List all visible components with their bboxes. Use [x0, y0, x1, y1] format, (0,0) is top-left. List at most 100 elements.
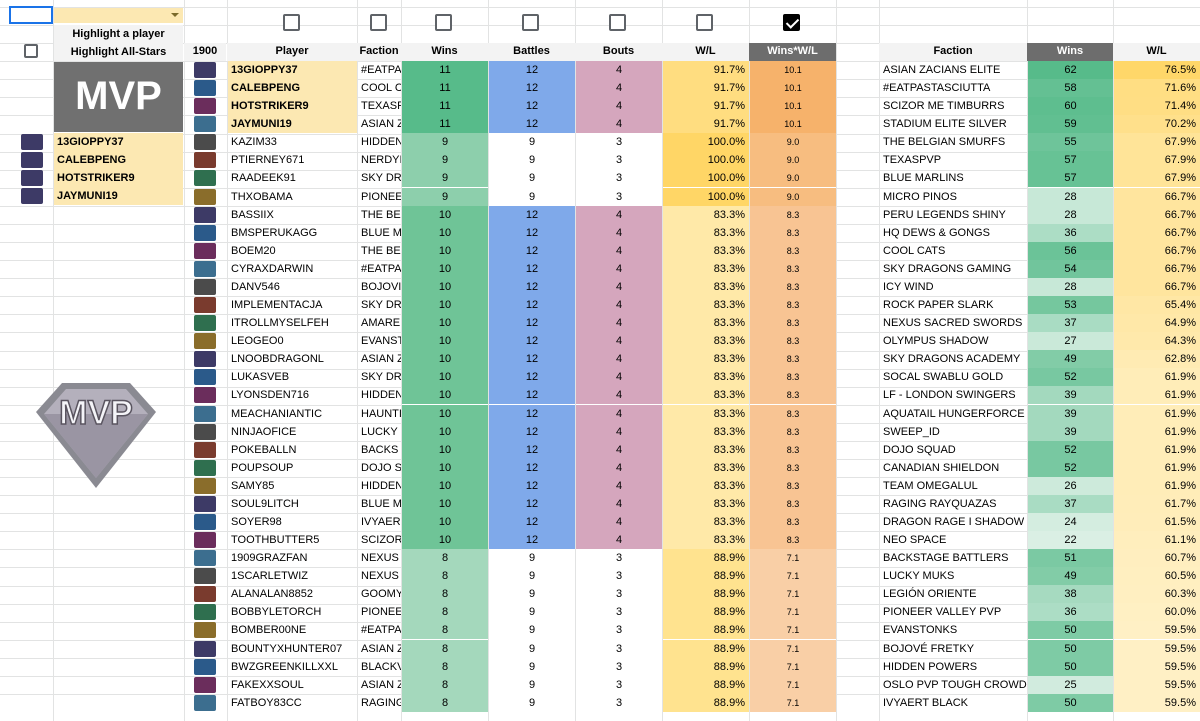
battles-cell[interactable]: 12	[489, 242, 575, 260]
wl-cell[interactable]: 91.7%	[663, 115, 749, 133]
wins-cell[interactable]: 10	[402, 260, 488, 278]
battles-cell[interactable]: 9	[489, 169, 575, 187]
bouts-cell[interactable]: 4	[576, 441, 662, 459]
player-name-cell[interactable]: POKEBALLN	[231, 444, 297, 456]
battles-cell[interactable]: 9	[489, 133, 575, 151]
faction-wl-cell[interactable]: 66.7%	[1114, 206, 1200, 224]
player-name-cell[interactable]: FAKEXXSOUL	[231, 679, 304, 691]
wins-wl-cell[interactable]: 7.1	[750, 621, 836, 639]
battles-cell[interactable]: 12	[489, 115, 575, 133]
faction-wl-cell[interactable]: 61.9%	[1114, 423, 1200, 441]
faction-cell[interactable]: IVYAER	[361, 516, 401, 528]
bouts-cell[interactable]: 4	[576, 79, 662, 97]
wins-wl-cell[interactable]: 10.1	[750, 97, 836, 115]
faction-cell[interactable]: DOJO S	[361, 462, 401, 474]
wins-cell[interactable]: 8	[402, 549, 488, 567]
faction-name-cell[interactable]: THE BELGIAN SMURFS	[883, 136, 1006, 148]
player-name-cell[interactable]: HOTSTRIKER9	[228, 97, 357, 115]
faction-wins-cell[interactable]: 57	[1028, 151, 1113, 169]
wins-wl-cell[interactable]: 8.3	[750, 296, 836, 314]
wins-cell[interactable]: 10	[402, 495, 488, 513]
player-name-cell[interactable]: ITROLLMYSELFEH	[231, 317, 329, 329]
faction-cell[interactable]: GOOMY	[361, 588, 401, 600]
wl-cell[interactable]: 83.3%	[663, 260, 749, 278]
faction-wl-cell[interactable]: 59.5%	[1114, 640, 1200, 658]
faction-wl-cell[interactable]: 61.5%	[1114, 513, 1200, 531]
faction-cell[interactable]: BLUE M	[361, 498, 401, 510]
bouts-cell[interactable]: 4	[576, 278, 662, 296]
faction-cell[interactable]: HIDDEN	[361, 480, 401, 492]
wins-wl-cell[interactable]: 7.1	[750, 694, 836, 712]
battles-cell[interactable]: 12	[489, 61, 575, 79]
faction-cell[interactable]: EVANST	[361, 335, 401, 347]
wl-cell[interactable]: 91.7%	[663, 97, 749, 115]
faction-wl-cell[interactable]: 64.9%	[1114, 314, 1200, 332]
faction-wl-cell[interactable]: 61.1%	[1114, 531, 1200, 549]
players-col-header[interactable]: W/L	[662, 43, 749, 61]
faction-wins-cell[interactable]: 28	[1028, 188, 1113, 206]
player-name-cell[interactable]: DANV546	[231, 281, 280, 293]
faction-wl-cell[interactable]: 71.4%	[1114, 97, 1200, 115]
battles-cell[interactable]: 12	[489, 405, 575, 423]
wins-cell[interactable]: 8	[402, 676, 488, 694]
faction-name-cell[interactable]: AQUATAIL HUNGERFORCE	[883, 408, 1025, 420]
faction-cell[interactable]: HIDDEN	[361, 389, 401, 401]
wl-cell[interactable]: 83.3%	[663, 423, 749, 441]
faction-cell[interactable]: NEXUS	[361, 552, 399, 564]
faction-name-cell[interactable]: SOCAL SWABLU GOLD	[883, 371, 1004, 383]
faction-wins-cell[interactable]: 54	[1028, 260, 1113, 278]
wl-cell[interactable]: 83.3%	[663, 224, 749, 242]
wins-wl-cell[interactable]: 7.1	[750, 549, 836, 567]
highlight-allstars-checkbox[interactable]	[24, 44, 38, 58]
bouts-cell[interactable]: 3	[576, 640, 662, 658]
faction-cell[interactable]: BOJOVI	[361, 281, 401, 293]
bouts-cell[interactable]: 3	[576, 188, 662, 206]
player-name-cell[interactable]: TOOTHBUTTER5	[231, 534, 320, 546]
battles-cell[interactable]: 12	[489, 206, 575, 224]
faction-wl-cell[interactable]: 61.9%	[1114, 368, 1200, 386]
wins-cell[interactable]: 9	[402, 133, 488, 151]
faction-wins-cell[interactable]: 51	[1028, 549, 1113, 567]
wins-cell[interactable]: 10	[402, 296, 488, 314]
faction-name-cell[interactable]: LEGIÓN ORIENTE	[883, 588, 977, 600]
bouts-cell[interactable]: 4	[576, 224, 662, 242]
wins-wl-cell[interactable]: 7.1	[750, 640, 836, 658]
faction-wl-cell[interactable]: 66.7%	[1114, 224, 1200, 242]
faction-cell[interactable]: ASIAN Z	[361, 118, 401, 130]
bouts-cell[interactable]: 4	[576, 260, 662, 278]
wins-cell[interactable]: 10	[402, 441, 488, 459]
faction-name-cell[interactable]: HIDDEN POWERS	[883, 661, 978, 673]
faction-wins-cell[interactable]: 28	[1028, 278, 1113, 296]
wl-cell[interactable]: 83.3%	[663, 531, 749, 549]
faction-wins-cell[interactable]: 50	[1028, 694, 1113, 712]
faction-cell[interactable]: AMARE	[361, 317, 401, 329]
player-name-cell[interactable]: LEOGEO0	[231, 335, 284, 347]
wins-cell[interactable]: 11	[402, 79, 488, 97]
faction-wl-cell[interactable]: 64.3%	[1114, 332, 1200, 350]
column-filter-checkbox[interactable]	[696, 14, 713, 31]
wins-wl-cell[interactable]: 7.1	[750, 676, 836, 694]
column-filter-checkbox[interactable]	[522, 14, 539, 31]
faction-name-cell[interactable]: DRAGON RAGE I SHADOW	[883, 516, 1025, 528]
faction-wl-cell[interactable]: 61.9%	[1114, 459, 1200, 477]
faction-cell[interactable]: #EATPA	[361, 64, 401, 76]
faction-wins-cell[interactable]: 36	[1028, 224, 1113, 242]
battles-cell[interactable]: 9	[489, 694, 575, 712]
battles-cell[interactable]: 12	[489, 368, 575, 386]
battles-cell[interactable]: 12	[489, 495, 575, 513]
wins-wl-cell[interactable]: 8.3	[750, 441, 836, 459]
battles-cell[interactable]: 9	[489, 676, 575, 694]
battles-cell[interactable]: 12	[489, 224, 575, 242]
wins-wl-cell[interactable]: 7.1	[750, 585, 836, 603]
faction-name-cell[interactable]: NEXUS SACRED SWORDS	[883, 317, 1023, 329]
wl-cell[interactable]: 91.7%	[663, 61, 749, 79]
bouts-cell[interactable]: 3	[576, 585, 662, 603]
wl-cell[interactable]: 88.9%	[663, 658, 749, 676]
wins-wl-cell[interactable]: 7.1	[750, 567, 836, 585]
player-name-cell[interactable]: POUPSOUP	[231, 462, 294, 474]
battles-cell[interactable]: 9	[489, 585, 575, 603]
wins-cell[interactable]: 8	[402, 585, 488, 603]
column-filter-checkbox[interactable]	[609, 14, 626, 31]
faction-name-cell[interactable]: SCIZOR ME TIMBURRS	[883, 100, 1005, 112]
wins-wl-cell[interactable]: 9.0	[750, 169, 836, 187]
